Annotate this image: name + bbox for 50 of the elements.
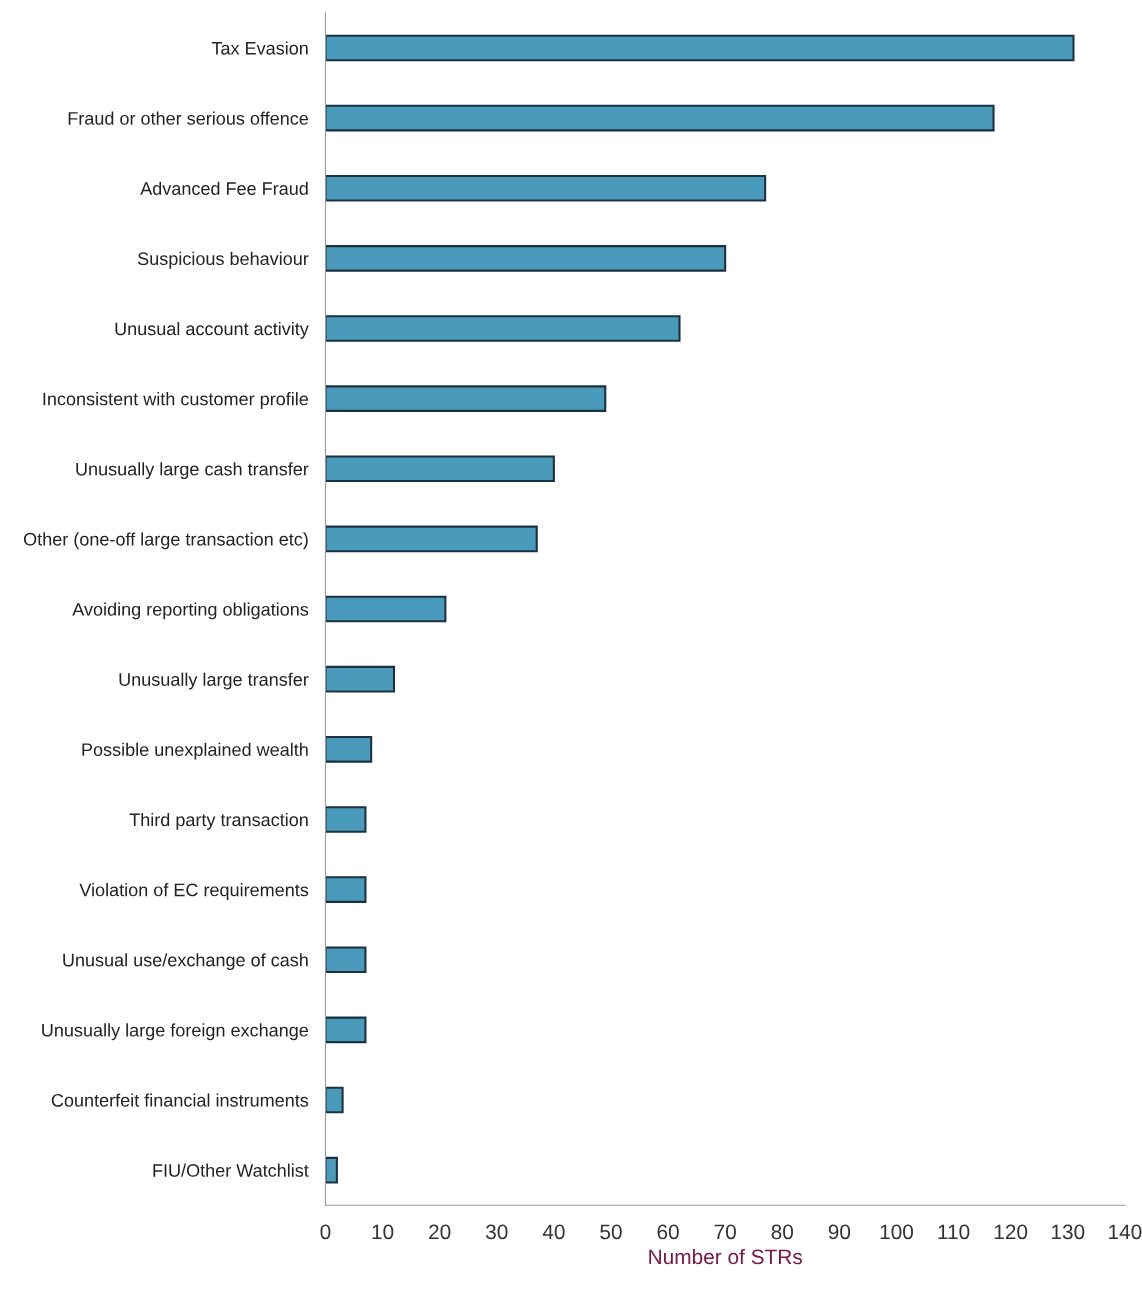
y-tick-label: Unusually large cash transfer	[76, 462, 309, 480]
bar	[325, 1016, 367, 1044]
y-tick-label: Possible unexplained wealth	[82, 742, 308, 760]
y-tick-label: Unusual use/exchange of cash	[63, 953, 308, 971]
bar	[325, 595, 447, 623]
bar	[325, 104, 995, 132]
x-tick-label: 140	[1109, 1224, 1142, 1240]
y-tick-label: Unusually large foreign exchange	[42, 1023, 309, 1041]
y-tick-label: Counterfeit financial instruments	[51, 1093, 309, 1107]
bar	[325, 665, 396, 693]
y-tick-label: Third party transaction	[129, 812, 308, 830]
bar	[325, 806, 367, 833]
x-tick-label: 50	[600, 1224, 622, 1240]
x-tick-label: 40	[542, 1224, 565, 1240]
bar	[325, 315, 681, 342]
bar	[325, 1086, 344, 1114]
bar	[325, 245, 727, 272]
bar	[325, 946, 367, 974]
x-tick-label: 80	[771, 1224, 794, 1240]
bar	[325, 455, 555, 483]
y-tick-label: Avoiding reporting obligations	[72, 602, 309, 620]
bar	[325, 1156, 338, 1184]
bar	[325, 876, 367, 903]
x-tick-label: 20	[429, 1224, 451, 1240]
bar	[325, 736, 373, 763]
x-axis-title: Number of STRs	[649, 1248, 802, 1265]
bar	[325, 174, 767, 202]
x-tick-label: 100	[880, 1224, 914, 1240]
x-tick-label: 0	[320, 1224, 331, 1240]
x-tick-label: 130	[1051, 1224, 1085, 1240]
x-tick-label: 10	[372, 1224, 394, 1240]
y-tick-label: Suspicious behaviour	[138, 251, 309, 269]
y-tick-label: Fraud or other serious offence	[68, 111, 309, 125]
bar	[325, 525, 538, 553]
y-tick-label: Unusually large transfer	[119, 672, 309, 690]
y-tick-label: Tax Evasion	[211, 41, 308, 55]
y-tick-label: Other (one-off large transaction etc)	[23, 532, 308, 550]
x-tick-label: 110	[938, 1224, 970, 1240]
y-tick-label: Inconsistent with customer profile	[43, 392, 309, 409]
bar	[325, 34, 1075, 62]
x-tick-label: 90	[828, 1224, 851, 1240]
y-tick-label: Violation of EC requirements	[79, 883, 309, 900]
y-tick-label: Advanced Fee Fraud	[140, 181, 308, 195]
x-tick-label: 70	[714, 1224, 736, 1240]
x-tick-label: 120	[994, 1224, 1028, 1240]
x-tick-label: 60	[657, 1224, 679, 1240]
y-tick-label: Unusual account activity	[115, 321, 309, 339]
bar	[325, 385, 607, 412]
x-tick-label: 30	[485, 1224, 508, 1240]
y-tick-label: FIU/Other Watchlist	[153, 1163, 309, 1177]
